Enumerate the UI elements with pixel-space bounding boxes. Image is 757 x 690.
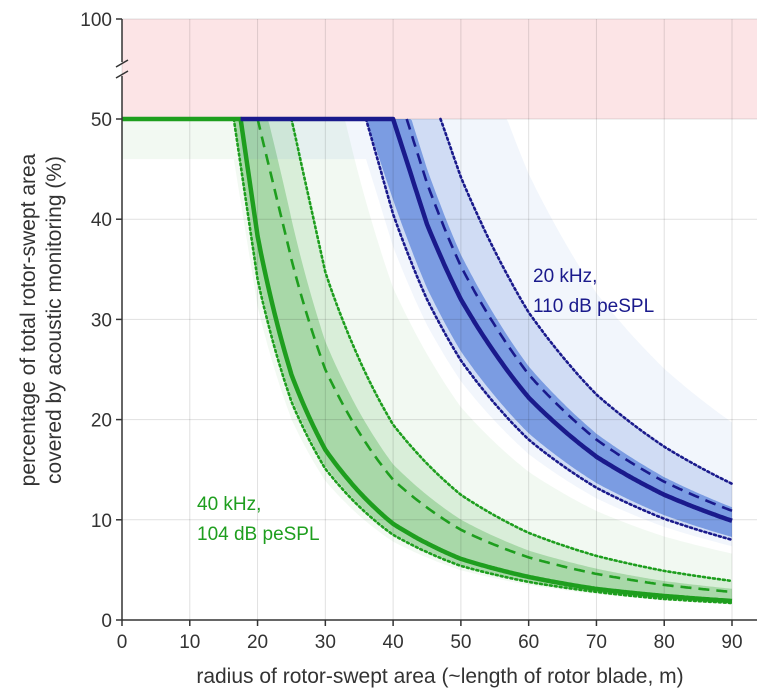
- axis-break-mark-upper: [115, 59, 129, 68]
- annotation-20khz-line1: 20 kHz,: [533, 266, 597, 287]
- axis-break-mark-lower: [115, 70, 129, 79]
- annotation-20khz-line2: 110 dB peSPL: [533, 296, 654, 317]
- series-0-dotted-upper: [290, 117, 734, 583]
- y-axis-title-line2: covered by acoustic monitoring (%): [43, 156, 66, 484]
- y-tick-label: 50: [91, 110, 112, 131]
- annotation-40khz-line2: 104 dB peSPL: [197, 524, 320, 545]
- series-1-dashed: [405, 118, 733, 513]
- shaded-region: [122, 19, 757, 119]
- series-0-median: [121, 116, 733, 604]
- series-lines: [121, 116, 734, 605]
- x-tick-label: 90: [721, 632, 742, 653]
- x-tick-label: 80: [654, 632, 675, 653]
- uncertainty-bands: [122, 119, 732, 605]
- x-tick-label: 30: [315, 632, 336, 653]
- y-tick-label: 30: [91, 310, 112, 331]
- x-tick-label: 70: [586, 632, 607, 653]
- series-1-median: [240, 116, 733, 523]
- x-tick-label: 10: [179, 632, 200, 653]
- series-0-dashed: [256, 118, 733, 594]
- x-tick-label: 40: [383, 632, 404, 653]
- band-core-1: [240, 119, 732, 537]
- x-axis-title: radius of rotor-swept area (~length of r…: [196, 665, 683, 688]
- x-tick-label: 20: [247, 632, 268, 653]
- band-core-0: [122, 119, 732, 603]
- y-tick-label: 40: [91, 210, 112, 231]
- x-tick-label: 60: [518, 632, 539, 653]
- series-1-dotted-lower: [364, 117, 734, 542]
- y-axis-title-line1: percentage of total rotor-swept area: [17, 153, 40, 486]
- x-tick-label: 50: [450, 632, 471, 653]
- y-tick-label: 0: [101, 611, 112, 632]
- axes: [115, 19, 757, 621]
- x-tick-label: 0: [117, 632, 128, 653]
- annotation-40khz-line1: 40 kHz,: [197, 494, 261, 515]
- series-0-dotted-lower: [232, 117, 734, 605]
- y-tick-label: 20: [91, 411, 112, 432]
- series-1-dotted-upper: [439, 117, 734, 485]
- tick-labels: 0 10 20 30 40 50 60 70 80 90 0 10 20 30 40 50 100: [80, 10, 742, 653]
- y-tick-label: 10: [91, 511, 112, 532]
- y-tick-label: 100: [80, 10, 112, 31]
